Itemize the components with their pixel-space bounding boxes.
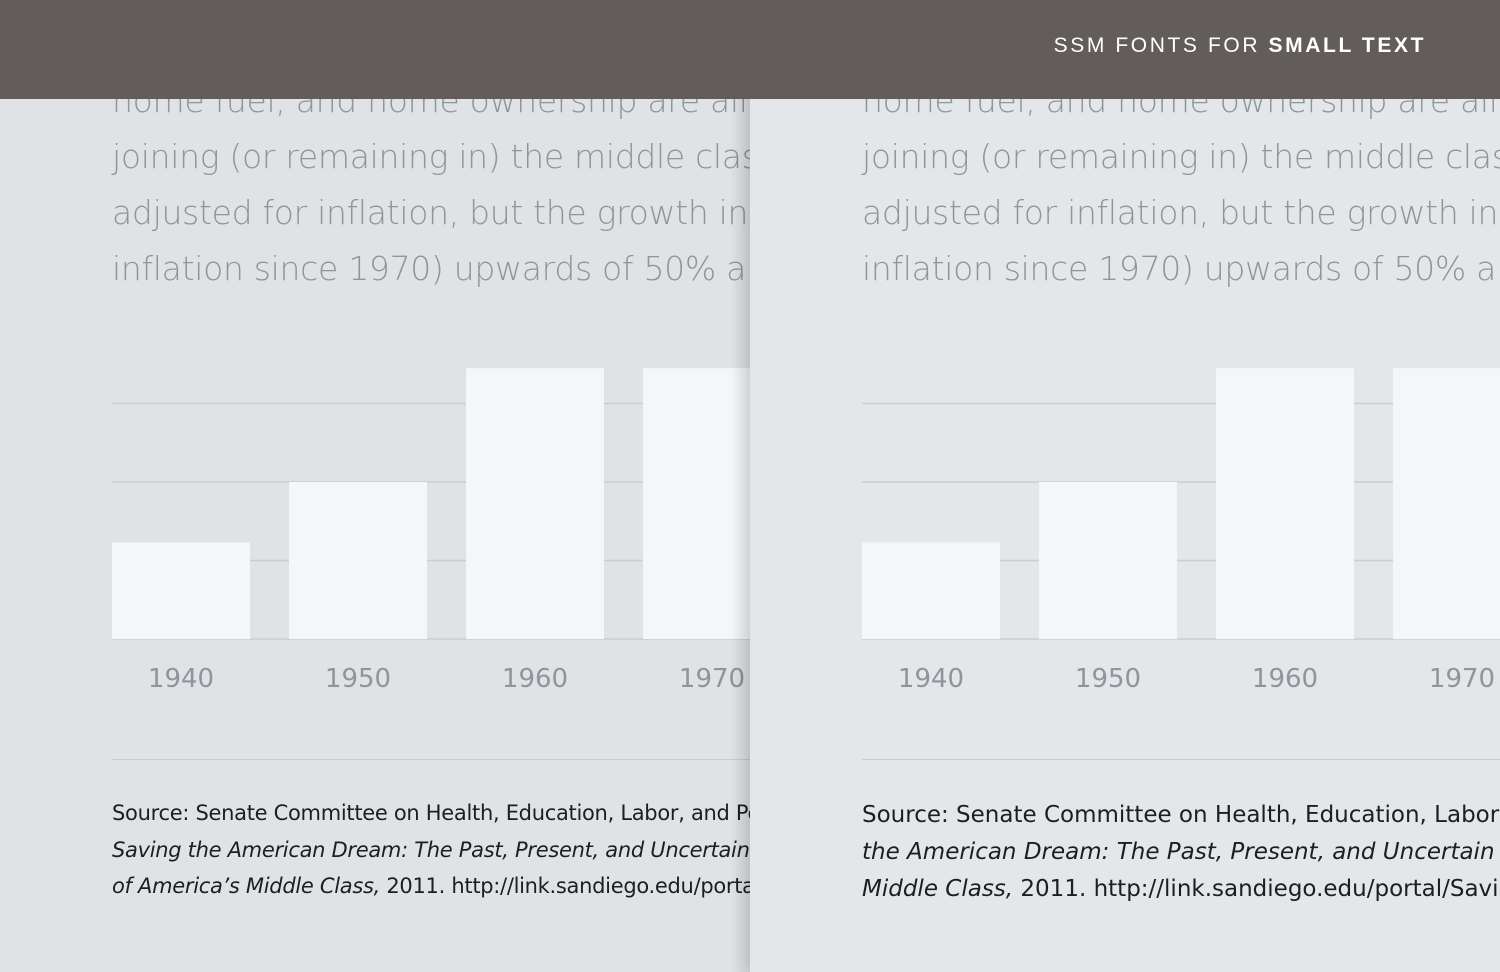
x-tick-label: 1970 xyxy=(1429,664,1495,694)
bar-chart: 1940 1950 1960 1970 xyxy=(112,355,750,715)
paragraph-line: adjusted for inflation, but the growth i… xyxy=(862,193,1499,232)
bar-1960 xyxy=(1216,368,1354,639)
bar-1970 xyxy=(643,368,750,639)
divider xyxy=(862,759,1500,760)
body-paragraph: home fuel, and home ownership are all jo… xyxy=(862,73,1500,297)
paragraph-line: inflation since 1970) upwards of 50% a xyxy=(862,249,1497,288)
paragraph-line: adjusted for inflation, but the growth i… xyxy=(112,193,749,232)
source-title: Saving the American Dream: The Past, Pre… xyxy=(112,837,750,862)
x-tick-label: 1940 xyxy=(898,664,964,694)
source-title: Middle Class, xyxy=(862,876,1014,902)
x-tick-label: 1960 xyxy=(502,664,568,694)
header-title-light: SSM FONTS FOR xyxy=(1053,34,1261,57)
bar-1940 xyxy=(112,542,250,639)
header-title-bold: SMALL TEXT xyxy=(1268,34,1426,57)
paragraph-line: inflation since 1970) upwards of 50% a xyxy=(112,249,747,288)
source-citation: Source: Senate Committee on Health, Educ… xyxy=(112,795,750,905)
bar-1950 xyxy=(289,482,427,639)
divider xyxy=(112,759,750,760)
source-url: 2011. http://link.sandiego.edu/portal/ xyxy=(380,874,750,898)
x-tick-label: 1970 xyxy=(679,664,745,694)
bar-1940 xyxy=(862,542,1000,639)
body-paragraph: home fuel, and home ownership are all jo… xyxy=(112,73,750,297)
source-line: Middle Class, 2011. http://link.sandiego… xyxy=(862,871,1500,908)
source-line: Source: Senate Committee on Health, Educ… xyxy=(112,801,750,825)
source-citation: Source: Senate Committee on Health, Educ… xyxy=(862,797,1500,908)
source-title: the American Dream: The Past, Present, a… xyxy=(862,839,1500,865)
x-tick-label: 1940 xyxy=(148,664,214,694)
panel-edge-shadow xyxy=(730,0,750,972)
right-sample-panel: home fuel, and home ownership are all jo… xyxy=(750,0,1500,972)
paragraph-line: joining (or remaining in) the middle cla… xyxy=(112,137,750,176)
paragraph-line: joining (or remaining in) the middle cla… xyxy=(862,137,1500,176)
bar-1960 xyxy=(466,368,604,639)
left-sample-panel: home fuel, and home ownership are all jo… xyxy=(112,0,750,972)
bar-chart-svg: 1940 1950 1960 1970 xyxy=(112,368,750,694)
bar-1950 xyxy=(1039,482,1177,639)
top-header-bar: SSM FONTS FOR SMALL TEXT xyxy=(0,0,1500,99)
source-line: Source: Senate Committee on Health, Educ… xyxy=(862,802,1500,828)
source-line: Saving the American Dream: The Past, Pre… xyxy=(112,832,750,869)
source-line: the American Dream: The Past, Present, a… xyxy=(862,834,1500,871)
bar-chart: 1940 1950 1960 1970 xyxy=(862,355,1500,715)
bar-1970 xyxy=(1393,368,1500,639)
source-title: of America’s Middle Class, xyxy=(112,874,380,898)
source-url: 2011. http://link.sandiego.edu/portal/Sa… xyxy=(1013,876,1500,902)
x-tick-label: 1950 xyxy=(1075,664,1141,694)
source-line: of America’s Middle Class, 2011. http://… xyxy=(112,868,750,905)
x-tick-label: 1960 xyxy=(1252,664,1318,694)
x-tick-label: 1950 xyxy=(325,664,391,694)
bar-chart-svg: 1940 1950 1960 1970 xyxy=(862,368,1500,694)
header-title: SSM FONTS FOR SMALL TEXT xyxy=(1054,34,1426,58)
